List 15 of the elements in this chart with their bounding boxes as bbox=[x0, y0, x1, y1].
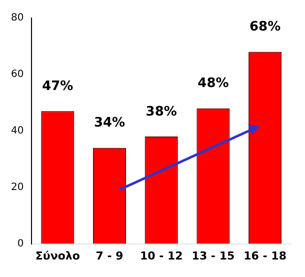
y-tick-label: 40 bbox=[10, 125, 24, 136]
x-tick-label: 16 - 18 bbox=[244, 249, 286, 262]
data-label: 48% bbox=[198, 76, 229, 92]
y-tick-label: 0 bbox=[17, 238, 24, 250]
x-tick-label: 10 - 12 bbox=[140, 249, 183, 262]
data-label: 34% bbox=[94, 116, 126, 131]
data-label: 47% bbox=[42, 79, 74, 94]
x-tick-label: 13 - 15 bbox=[192, 249, 235, 262]
y-tick-label: 60 bbox=[10, 69, 24, 80]
x-tick-label: Σύνολο bbox=[35, 249, 80, 262]
data-label: 38% bbox=[146, 104, 177, 120]
y-tick-label: 80 bbox=[10, 12, 24, 24]
y-tick-label: 20 bbox=[10, 182, 24, 193]
data-label: 68% bbox=[250, 20, 281, 35]
x-tick-label: 7 - 9 bbox=[96, 249, 124, 262]
